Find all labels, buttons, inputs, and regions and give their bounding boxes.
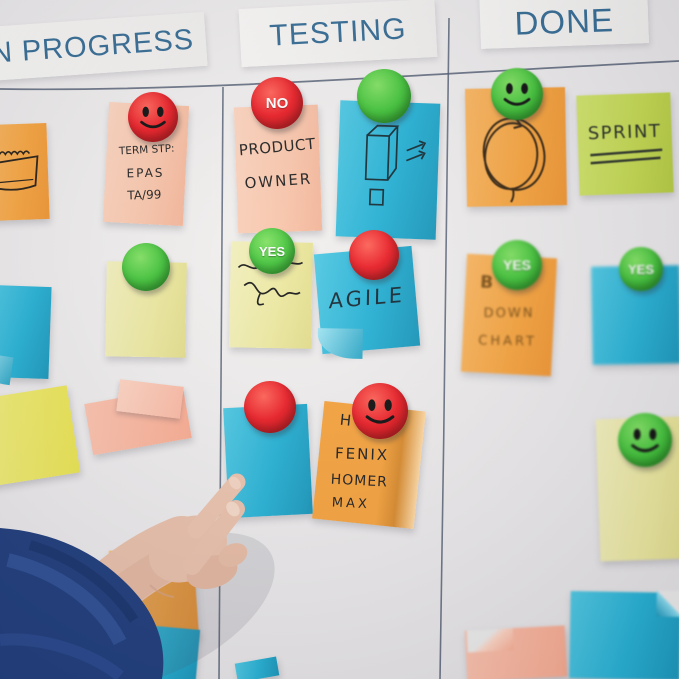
magnet-yes: YES (619, 247, 663, 291)
double-underline (590, 148, 663, 165)
magnet-yes-label: YES (502, 257, 531, 273)
smiley-face-icon (503, 83, 531, 106)
magnet-red-smiley (128, 92, 178, 142)
magnet-yes-label: YES (627, 261, 654, 277)
sticky-note-basket-sketch (0, 122, 50, 222)
basket-doodle-icon (0, 150, 39, 191)
sticky-note-circle-scribble (464, 87, 568, 207)
magnet-red-smiley (352, 383, 408, 439)
magnet-yes: YES (492, 240, 542, 290)
magnet-no-label: NO (265, 94, 289, 112)
magnet-red-plain (349, 230, 399, 280)
magnet-yes: YES (249, 228, 295, 274)
box-and-arrow-doodle-icon (364, 124, 427, 206)
thumbnail (226, 501, 240, 517)
magnet-yes-label: YES (258, 243, 285, 259)
magnet-no: NO (251, 77, 303, 129)
thumb (183, 500, 245, 575)
magnet-green-plain (357, 69, 411, 123)
smiley-face-icon (140, 106, 166, 129)
magnet-red-plain (244, 381, 296, 433)
smiley-face-icon (365, 399, 395, 424)
magnet-green-smiley (491, 68, 543, 120)
magnet-green-plain (122, 243, 170, 291)
sticky-note-sprint: SPRINT (576, 92, 674, 196)
fingernail (229, 476, 241, 490)
index-finger (187, 473, 246, 539)
sticky-note-box-sketch (335, 100, 441, 240)
smiley-face-icon (631, 428, 659, 453)
magnet-green-smiley (618, 413, 672, 467)
circle-scribble-icon (482, 117, 546, 203)
